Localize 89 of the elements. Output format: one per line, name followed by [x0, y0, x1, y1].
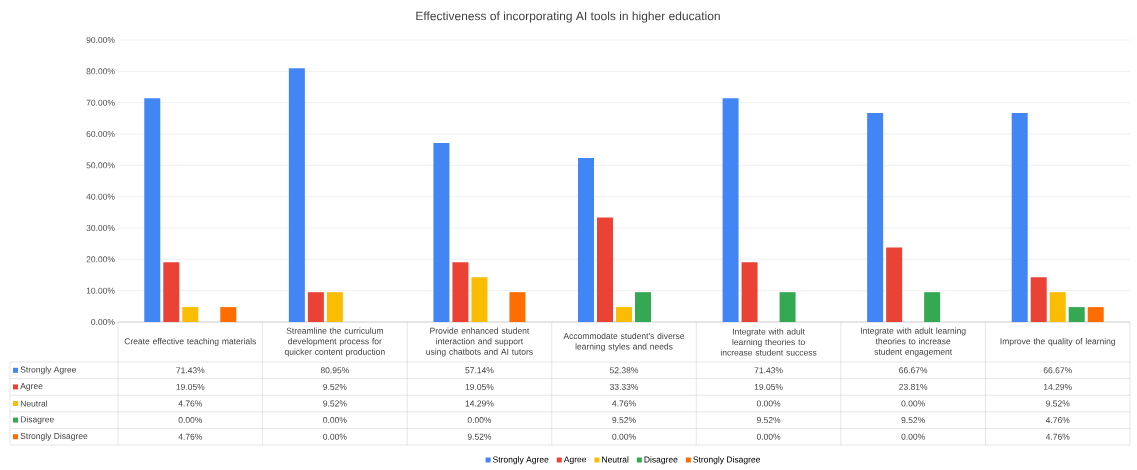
x-tick-label: Integrate with adult learning theories to increase student success [720, 328, 817, 356]
data-label: 0.00% [901, 433, 925, 440]
bar [182, 307, 199, 323]
bar [144, 98, 161, 323]
data-label: 4.76% [178, 400, 203, 407]
data-label: 71.43% [176, 367, 205, 374]
data-label: 23.81% [899, 383, 928, 390]
bar [471, 277, 488, 323]
bar [452, 262, 469, 323]
data-label: 4.76% [612, 400, 636, 407]
data-label: 19.05% [176, 383, 205, 390]
bar [433, 142, 450, 323]
bar [326, 292, 343, 323]
y-tick-label: 60.00% [86, 131, 115, 138]
data-label: 0.00% [323, 433, 347, 440]
bar [1068, 307, 1085, 323]
bar [1087, 307, 1104, 323]
bar [924, 292, 941, 323]
data-label: 66.67% [899, 367, 928, 374]
y-tick-label: 20.00% [86, 256, 115, 263]
bar [867, 113, 884, 323]
bar [886, 247, 903, 323]
data-label: 4.76% [1045, 417, 1070, 424]
data-label: 80.95% [320, 367, 349, 374]
data-label: 9.52% [467, 433, 492, 440]
bar [635, 292, 651, 323]
x-tick-label: Integrate with adult learning theories to increase student engagement [861, 327, 966, 357]
bar [163, 262, 180, 323]
text: Strongly Agree [492, 456, 549, 465]
legend-label: Strongly Disagree [693, 456, 761, 465]
data-label: 14.29% [1043, 383, 1072, 390]
x-tick-label: Streamline the curriculum development process for quicker content production [284, 327, 385, 357]
data-label: 9.52% [612, 417, 636, 424]
data-label: 4.76% [178, 433, 203, 440]
bar [509, 292, 526, 323]
legend-label: Neutral [602, 456, 629, 463]
text: Strongly Disagree [20, 432, 88, 441]
chart-title: Effectiveness of incorporating AI tools in higher education [416, 11, 720, 23]
data-label: 9.52% [756, 417, 781, 424]
y-tick-label: 0.00% [91, 318, 115, 326]
data-label: 0.00% [323, 417, 347, 424]
data-label: 66.67% [1043, 367, 1072, 374]
x-tick-label: Provide enhanced student interaction and support using chatbots and AI tutors [426, 327, 533, 357]
y-tick-label: 30.00% [86, 225, 115, 232]
data-label: 0.00% [467, 417, 492, 424]
data-label: 0.00% [178, 417, 203, 424]
bar [1030, 277, 1047, 323]
bar [578, 157, 594, 323]
data-label: 9.52% [1046, 400, 1070, 407]
data-label: 9.52% [323, 400, 347, 407]
y-tick-label: 50.00% [86, 162, 115, 169]
data-label: 9.52% [901, 417, 925, 424]
bar [597, 217, 613, 323]
data-label: 57.14% [465, 367, 494, 374]
y-tick-label: 40.00% [86, 193, 115, 200]
bar [616, 307, 632, 323]
data-label: 19.05% [465, 383, 494, 390]
bar [307, 292, 324, 323]
bar [1011, 113, 1028, 323]
bar [741, 262, 758, 323]
data-label: 14.29% [465, 400, 494, 407]
bar [1049, 292, 1066, 323]
data-label: 9.52% [323, 383, 347, 390]
legend-label: Disagree [644, 456, 678, 465]
x-tick-label: Accommodate student's diverse learning styles and needs [563, 332, 685, 352]
y-tick-label: 80.00% [86, 68, 115, 75]
data-label: 0.00% [756, 400, 781, 407]
data-label: 0.00% [901, 400, 925, 407]
data-label: 52.38% [609, 367, 639, 374]
bar [220, 307, 237, 323]
x-tick-label: Create effective teaching materials [124, 338, 257, 346]
text: Neutral [20, 400, 48, 407]
legend-label: Agree [563, 456, 587, 465]
text: Disagree [20, 416, 54, 425]
data-label: 19.05% [754, 383, 783, 390]
y-tick-label: 70.00% [86, 99, 115, 106]
bar [288, 68, 305, 323]
y-tick-label: 90.00% [86, 37, 115, 44]
x-tick-label: Improve the quality of learning [1000, 338, 1116, 346]
y-tick-label: 10.00% [86, 287, 115, 294]
data-label: 33.33% [609, 383, 639, 390]
data-label: 4.76% [1045, 433, 1070, 440]
bar [722, 98, 739, 323]
data-label: 71.43% [754, 367, 783, 374]
data-label: 0.00% [612, 433, 636, 440]
text: Agree [20, 383, 43, 391]
legend-label: Strongly Agree [20, 366, 77, 375]
bar [779, 292, 796, 323]
data-label: 0.00% [756, 433, 781, 440]
